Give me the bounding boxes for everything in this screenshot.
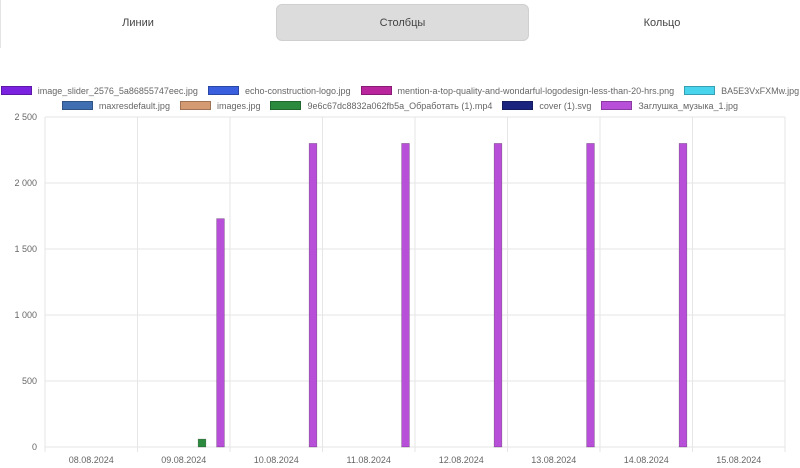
x-tick-label: 14.08.2024	[624, 455, 669, 465]
bar	[197, 438, 207, 448]
legend-swatch	[61, 101, 93, 110]
legend-item[interactable]: maxresdefault.jpg	[61, 100, 170, 111]
legend-row: image_slider_2576_5a86855747eec.jpg echo…	[0, 84, 800, 97]
y-tick-label: 2 000	[14, 178, 37, 188]
legend-label: Заглушка_музыка_1.jpg	[638, 100, 739, 111]
legend-swatch	[684, 86, 716, 95]
bar	[586, 143, 595, 448]
legend-item[interactable]: BA5E3VxFXMw.jpg	[684, 86, 799, 96]
y-tick-label: 1 000	[14, 310, 37, 320]
legend-swatch	[601, 101, 633, 110]
legend-item[interactable]: images.jpg	[179, 100, 261, 111]
legend-item[interactable]: 9e6c67dc8832a062fb5a_Обработать (1).mp4	[270, 101, 492, 111]
tab-doughnut[interactable]: Кольцо	[643, 16, 681, 29]
tab-lines[interactable]: Линии	[122, 16, 154, 29]
legend-item[interactable]: echo-construction-logo.jpg	[207, 85, 351, 96]
legend-swatch	[0, 86, 32, 95]
legend-label: BA5E3VxFXMw.jpg	[721, 85, 800, 96]
legend-label: image_slider_2576_5a86855747eec.jpg	[37, 85, 198, 96]
legend-swatch	[179, 101, 211, 110]
legend-item[interactable]: mention-a-top-quality-and-wondarful-logo…	[360, 85, 675, 96]
bar	[216, 218, 225, 448]
legend-item[interactable]: cover (1).svg	[502, 101, 591, 111]
x-tick-label: 08.08.2024	[69, 455, 114, 465]
legend-label: 9e6c67dc8832a062fb5a_Обработать (1).mp4	[307, 100, 493, 111]
legend-label: cover (1).svg	[539, 100, 592, 111]
legend-label: mention-a-top-quality-and-wondarful-logo…	[397, 85, 675, 96]
bar	[493, 143, 503, 448]
bar	[308, 143, 318, 448]
x-tick-label: 13.08.2024	[531, 455, 576, 465]
legend-item[interactable]: Заглушка_музыка_1.jpg	[601, 101, 738, 111]
x-tick-label: 15.08.2024	[716, 455, 761, 465]
legend-item[interactable]: image_slider_2576_5a86855747eec.jpg	[0, 85, 198, 96]
x-tick-label: 12.08.2024	[439, 455, 484, 465]
legend-label: images.jpg	[216, 100, 261, 111]
legend-swatch	[270, 101, 302, 110]
bar	[678, 143, 688, 448]
legend-swatch	[207, 86, 239, 95]
chart-type-tabs: Линии Столбцы Кольцо	[0, 0, 800, 48]
bar	[401, 143, 410, 448]
y-tick-label: 2 500	[14, 112, 37, 122]
x-tick-label: 10.08.2024	[254, 455, 299, 465]
y-tick-label: 500	[22, 376, 37, 386]
x-tick-label: 09.08.2024	[161, 455, 206, 465]
legend-label: echo-construction-logo.jpg	[244, 85, 351, 96]
legend-label: maxresdefault.jpg	[98, 100, 170, 111]
bar-chart: 0 500 1 000 1 500 2 000 2 500 08.08.2024 09.08.…	[14, 112, 786, 465]
tab-bars[interactable]: Столбцы	[276, 4, 529, 41]
x-tick-label: 11.08.2024	[347, 455, 391, 465]
legend-swatch	[360, 86, 392, 95]
y-tick-label: 0	[32, 442, 37, 452]
legend-swatch	[502, 101, 534, 110]
y-tick-label: 1 500	[14, 244, 37, 254]
legend-row: maxresdefault.jpg images.jpg 9e6c67dc883…	[0, 99, 800, 112]
